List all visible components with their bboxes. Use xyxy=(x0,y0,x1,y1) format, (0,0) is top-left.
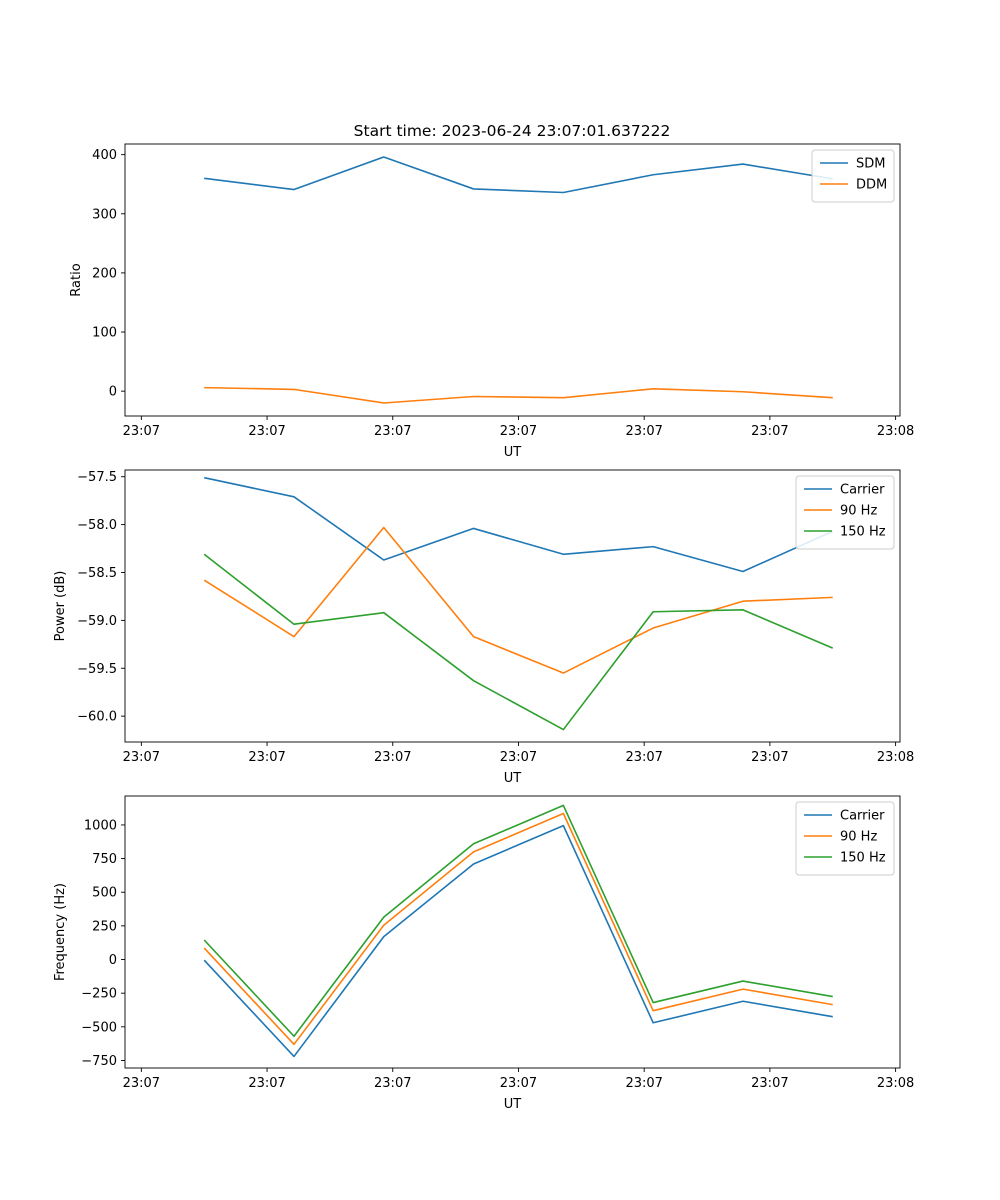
frequency-x-tick-label: 23:07 xyxy=(625,1076,662,1091)
power-y-tick-label: −58.5 xyxy=(77,566,117,581)
power-x-tick-label: 23:07 xyxy=(625,750,662,765)
frequency-legend-label: 90 Hz xyxy=(840,830,877,845)
ratio-x-tick-label: 23:07 xyxy=(248,424,285,439)
ratio-x-tick-label: 23:07 xyxy=(123,424,160,439)
ratio-y-tick-label: 0 xyxy=(109,385,117,400)
frequency-panel: 23:07 23:07 23:07 23:07 23:07 23:07 23:08 −750 −… xyxy=(53,795,914,1112)
power-x-tick-label: 23:08 xyxy=(877,750,914,765)
ratio-x-tick-label: 23:07 xyxy=(374,424,411,439)
frequency-y-axis-label: Frequency (Hz) xyxy=(53,883,68,981)
power-legend-label: Carrier xyxy=(840,483,885,498)
power-x-tick-label: 23:07 xyxy=(374,750,411,765)
frequency-series-line-90-hz xyxy=(203,812,833,1046)
ratio-axes-frame xyxy=(124,143,901,417)
ratio-x-tick-label: 23:08 xyxy=(877,424,914,439)
power-y-tick-label: −59.5 xyxy=(77,662,117,677)
frequency-y-tick-label: −250 xyxy=(81,987,117,1002)
power-x-tick-label: 23:07 xyxy=(500,750,537,765)
frequency-x-tick-label: 23:07 xyxy=(123,1076,160,1091)
ratio-legend-label: DDM xyxy=(856,178,887,193)
ratio-y-tick-label: 400 xyxy=(92,148,117,163)
ratio-series-line-ddm xyxy=(204,386,833,404)
frequency-y-tick-label: 250 xyxy=(92,919,117,934)
power-series-line-150-hz xyxy=(203,553,834,731)
power-x-axis-label: UT xyxy=(504,771,522,786)
ratio-x-tick-label: 23:07 xyxy=(625,424,662,439)
frequency-series-line-carrier xyxy=(203,824,833,1058)
ratio-y-axis-label: Ratio xyxy=(69,263,84,296)
frequency-x-axis-label: UT xyxy=(504,1097,522,1112)
power-series-line-90-hz xyxy=(203,526,833,674)
power-y-tick-label: −57.5 xyxy=(77,470,117,485)
figure-title: Start time: 2023-06-24 23:07:01.637222 xyxy=(354,122,671,140)
frequency-y-tick-label: 500 xyxy=(92,886,117,901)
ratio-y-tick-label: 200 xyxy=(92,266,117,281)
power-y-tick-label: −60.0 xyxy=(77,710,117,725)
frequency-x-tick-label: 23:07 xyxy=(500,1076,537,1091)
frequency-legend-label: Carrier xyxy=(840,809,885,824)
ratio-y-tick-label: 100 xyxy=(92,326,117,341)
frequency-x-tick-label: 23:08 xyxy=(877,1076,914,1091)
frequency-y-tick-label: 750 xyxy=(92,852,117,867)
power-panel: 23:07 23:07 23:07 23:07 23:07 23:07 23:08 −60.0… xyxy=(53,469,914,786)
ratio-legend-label: SDM xyxy=(856,157,885,172)
frequency-axes-frame xyxy=(124,795,901,1069)
ratio-x-axis-label: UT xyxy=(504,445,522,460)
power-axes-frame xyxy=(124,469,901,743)
power-x-tick-label: 23:07 xyxy=(248,750,285,765)
ratio-series-line-sdm xyxy=(204,156,833,194)
frequency-x-tick-label: 23:07 xyxy=(374,1076,411,1091)
frequency-x-tick-label: 23:07 xyxy=(751,1076,788,1091)
power-y-tick-label: −58.0 xyxy=(77,518,117,533)
power-legend-label: 150 Hz xyxy=(840,525,886,540)
frequency-y-tick-label: 0 xyxy=(109,953,117,968)
power-series-line-carrier xyxy=(204,476,834,573)
frequency-x-tick-label: 23:07 xyxy=(248,1076,285,1091)
frequency-legend-label: 150 Hz xyxy=(840,851,886,866)
ratio-panel: 23:07 23:07 23:07 23:07 23:07 23:07 23:08 0 100 2… xyxy=(69,143,914,460)
frequency-y-tick-label: −500 xyxy=(81,1020,117,1035)
power-x-tick-label: 23:07 xyxy=(751,750,788,765)
frequency-y-tick-label: −750 xyxy=(81,1054,117,1069)
frequency-series-line-150-hz xyxy=(203,804,833,1038)
power-y-tick-label: −59.0 xyxy=(77,614,117,629)
power-y-axis-label: Power (dB) xyxy=(53,571,68,642)
frequency-y-tick-label: 1000 xyxy=(84,818,117,833)
ratio-y-tick-label: 300 xyxy=(92,207,117,222)
ratio-x-tick-label: 23:07 xyxy=(751,424,788,439)
ratio-x-tick-label: 23:07 xyxy=(500,424,537,439)
power-x-tick-label: 23:07 xyxy=(123,750,160,765)
power-legend-label: 90 Hz xyxy=(840,504,877,519)
